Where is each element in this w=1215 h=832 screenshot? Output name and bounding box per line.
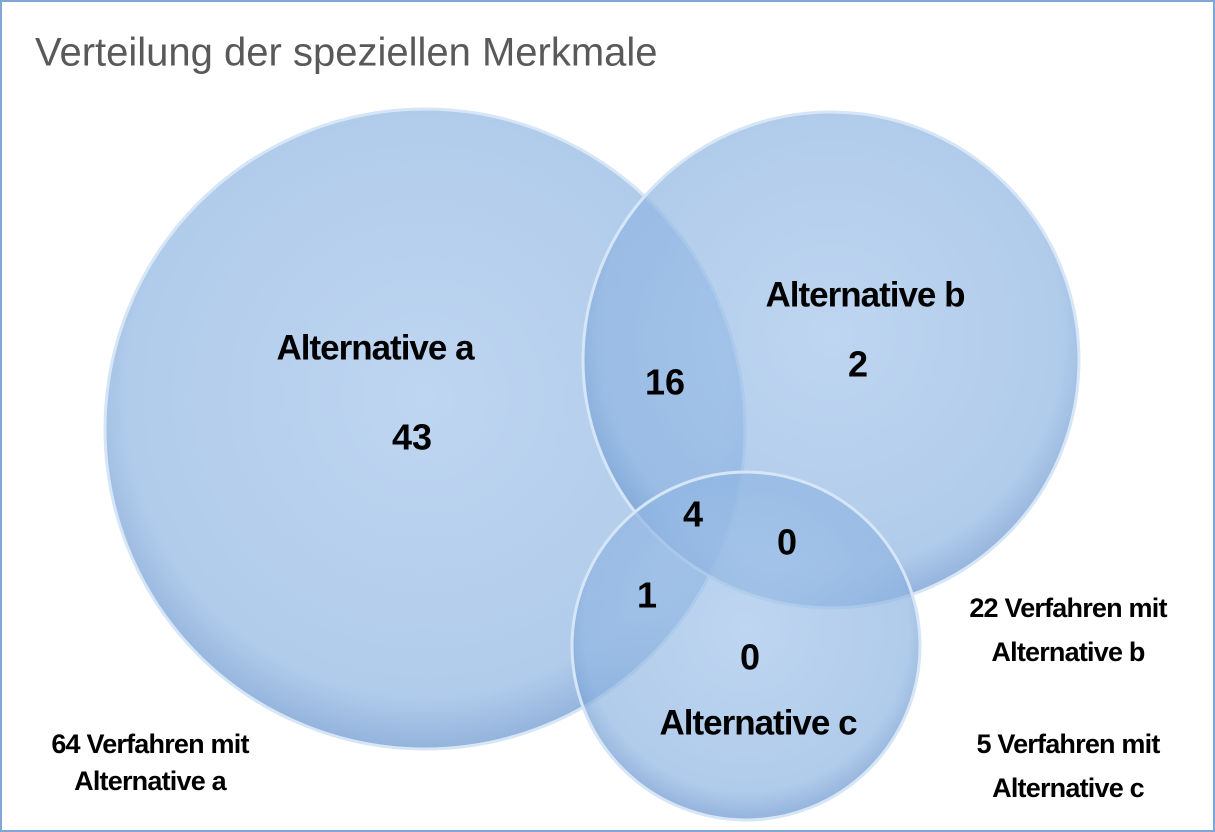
region-count: 0 xyxy=(777,522,797,563)
set-note: Alternative a xyxy=(74,766,227,796)
set-circle xyxy=(570,470,922,822)
set-note: 64 Verfahren mit xyxy=(51,729,249,759)
title: Verteilung der speziellen Merkmale xyxy=(35,31,658,75)
set-note: Alternative c xyxy=(992,773,1144,803)
set-note: 5 Verfahren mit xyxy=(976,729,1160,759)
region-count: 0 xyxy=(740,637,760,678)
region-count: 1 xyxy=(637,575,657,616)
region-count: 4 xyxy=(683,494,703,535)
region-count: 2 xyxy=(848,344,868,385)
region-count: 43 xyxy=(392,417,432,458)
set-label: Alternative b xyxy=(766,275,965,314)
set-label: Alternative a xyxy=(276,328,475,367)
set-note: Alternative b xyxy=(991,637,1144,667)
region-count: 16 xyxy=(645,362,685,403)
set-note: 22 Verfahren mit xyxy=(969,593,1167,623)
set-label: Alternative c xyxy=(659,703,857,742)
